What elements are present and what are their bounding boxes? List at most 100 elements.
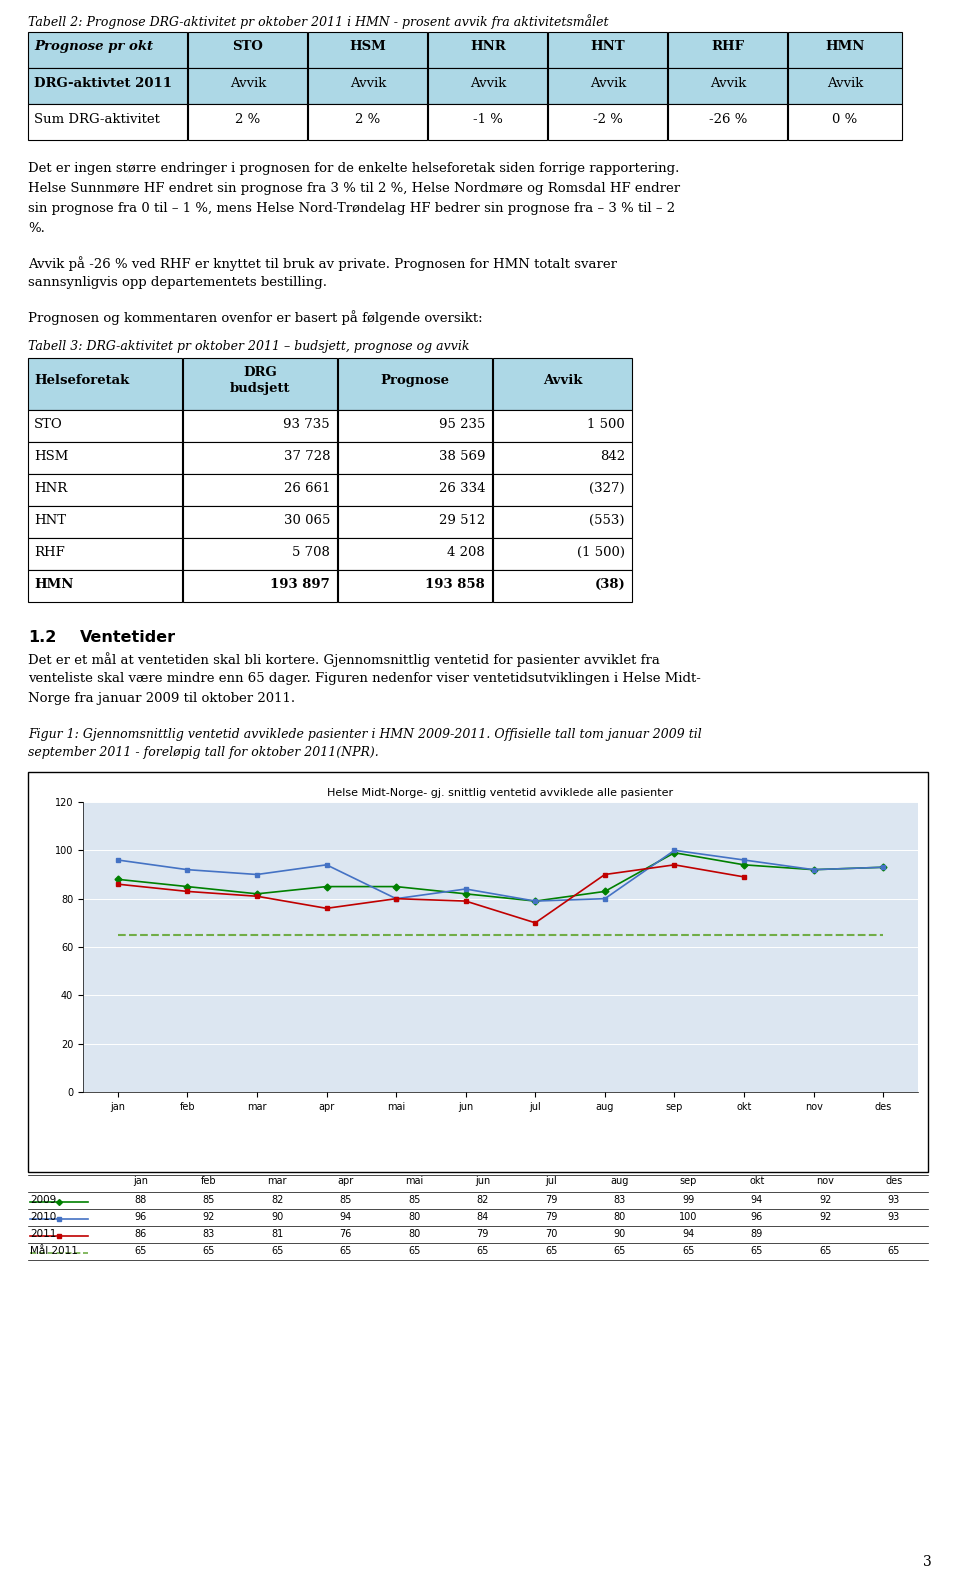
Text: sin prognose fra 0 til – 1 %, mens Helse Nord-Trøndelag HF bedrer sin prognose f: sin prognose fra 0 til – 1 %, mens Helse…: [28, 201, 675, 216]
Bar: [28, 772, 928, 1172]
Text: 65: 65: [751, 1246, 763, 1255]
Text: 30 065: 30 065: [283, 514, 330, 527]
Bar: [28, 473, 182, 507]
Text: sep: sep: [680, 1177, 697, 1186]
Bar: [338, 359, 492, 411]
Bar: [183, 359, 337, 411]
Text: 83: 83: [203, 1229, 215, 1240]
Text: Helse Sunnmøre HF endret sin prognose fra 3 % til 2 %, Helse Nordmøre og Romsdal: Helse Sunnmøre HF endret sin prognose fr…: [28, 182, 680, 195]
Text: 81: 81: [271, 1229, 283, 1240]
Text: HNR: HNR: [470, 39, 506, 53]
Text: 3: 3: [924, 1556, 932, 1568]
Bar: [183, 507, 337, 538]
Text: 2009: 2009: [30, 1195, 57, 1205]
Text: RHF: RHF: [34, 546, 64, 558]
Text: Figur 1: Gjennomsnittlig ventetid avviklede pasienter i HMN 2009-2011. Offisiell: Figur 1: Gjennomsnittlig ventetid avvikl…: [28, 728, 702, 741]
Bar: [28, 68, 187, 104]
Text: Avvik: Avvik: [469, 77, 506, 90]
Text: 90: 90: [613, 1229, 626, 1240]
Text: Mål 2011: Mål 2011: [30, 1246, 78, 1255]
Text: Avvik: Avvik: [349, 77, 386, 90]
Text: %.: %.: [28, 222, 45, 234]
Text: 29 512: 29 512: [439, 514, 485, 527]
Text: mai: mai: [405, 1177, 423, 1186]
Text: 65: 65: [476, 1246, 489, 1255]
Text: 1 500: 1 500: [588, 418, 625, 431]
Text: HSM: HSM: [34, 450, 68, 462]
Text: Prognosen og kommentaren ovenfor er basert på følgende oversikt:: Prognosen og kommentaren ovenfor er base…: [28, 310, 483, 326]
Text: venteliste skal være mindre enn 65 dager. Figuren nedenfor viser ventetidsutvikl: venteliste skal være mindre enn 65 dager…: [28, 672, 701, 684]
Text: 82: 82: [271, 1195, 283, 1205]
Text: 82: 82: [476, 1195, 489, 1205]
Text: 65: 65: [819, 1246, 831, 1255]
Bar: [493, 411, 632, 442]
Text: 38 569: 38 569: [439, 450, 485, 462]
Text: 83: 83: [613, 1195, 626, 1205]
Text: Avvik: Avvik: [827, 77, 863, 90]
Text: Avvik: Avvik: [229, 77, 266, 90]
Text: (553): (553): [589, 514, 625, 527]
Bar: [493, 359, 632, 411]
Text: september 2011 - foreløpig tall for oktober 2011(NPR).: september 2011 - foreløpig tall for okto…: [28, 746, 379, 760]
Bar: [338, 569, 492, 602]
Bar: [428, 68, 547, 104]
Bar: [493, 507, 632, 538]
Text: (1 500): (1 500): [577, 546, 625, 558]
Bar: [338, 507, 492, 538]
Bar: [548, 104, 667, 140]
Bar: [188, 68, 307, 104]
Text: 65: 65: [408, 1246, 420, 1255]
Text: 84: 84: [476, 1213, 489, 1222]
Bar: [428, 31, 547, 68]
Bar: [428, 104, 547, 140]
Text: RHF: RHF: [711, 39, 745, 53]
Text: STO: STO: [34, 418, 62, 431]
Text: 4 208: 4 208: [447, 546, 485, 558]
Text: budsjett: budsjett: [229, 382, 290, 395]
Bar: [548, 31, 667, 68]
Text: Avvik: Avvik: [589, 77, 626, 90]
Bar: [28, 538, 182, 569]
Text: 94: 94: [683, 1229, 694, 1240]
Text: STO: STO: [232, 39, 263, 53]
Text: 92: 92: [819, 1213, 831, 1222]
Text: jun: jun: [475, 1177, 491, 1186]
Text: (38): (38): [594, 577, 625, 591]
Text: HMN: HMN: [826, 39, 865, 53]
Text: Avvik: Avvik: [543, 374, 583, 387]
Text: 92: 92: [819, 1195, 831, 1205]
Text: 65: 65: [340, 1246, 352, 1255]
Text: 2010: 2010: [30, 1213, 57, 1222]
Text: Sum DRG-aktivitet: Sum DRG-aktivitet: [34, 113, 160, 126]
Text: des: des: [885, 1177, 902, 1186]
Text: -26 %: -26 %: [708, 113, 747, 126]
Text: 26 334: 26 334: [439, 481, 485, 495]
Bar: [338, 411, 492, 442]
Bar: [493, 473, 632, 507]
Bar: [788, 31, 902, 68]
Bar: [668, 68, 787, 104]
Text: 93: 93: [888, 1195, 900, 1205]
Bar: [338, 538, 492, 569]
Text: Det er ingen større endringer i prognosen for de enkelte helseforetak siden forr: Det er ingen større endringer i prognose…: [28, 162, 680, 175]
Text: mar: mar: [268, 1177, 287, 1186]
Text: Avvik på -26 % ved RHF er knyttet til bruk av private. Prognosen for HMN totalt : Avvik på -26 % ved RHF er knyttet til br…: [28, 256, 617, 271]
Text: 65: 65: [545, 1246, 558, 1255]
Text: 37 728: 37 728: [283, 450, 330, 462]
Text: DRG: DRG: [243, 367, 276, 379]
Bar: [28, 104, 187, 140]
Bar: [28, 569, 182, 602]
Text: 93: 93: [888, 1213, 900, 1222]
Text: HNT: HNT: [34, 514, 66, 527]
Bar: [28, 31, 187, 68]
Text: Prognose pr okt: Prognose pr okt: [34, 39, 154, 53]
Text: 79: 79: [545, 1213, 558, 1222]
Text: HSM: HSM: [349, 39, 386, 53]
Text: 1.2: 1.2: [28, 631, 57, 645]
Text: 842: 842: [600, 450, 625, 462]
Bar: [28, 507, 182, 538]
Text: 86: 86: [134, 1229, 146, 1240]
Text: 65: 65: [888, 1246, 900, 1255]
Bar: [788, 68, 902, 104]
Text: 65: 65: [271, 1246, 283, 1255]
